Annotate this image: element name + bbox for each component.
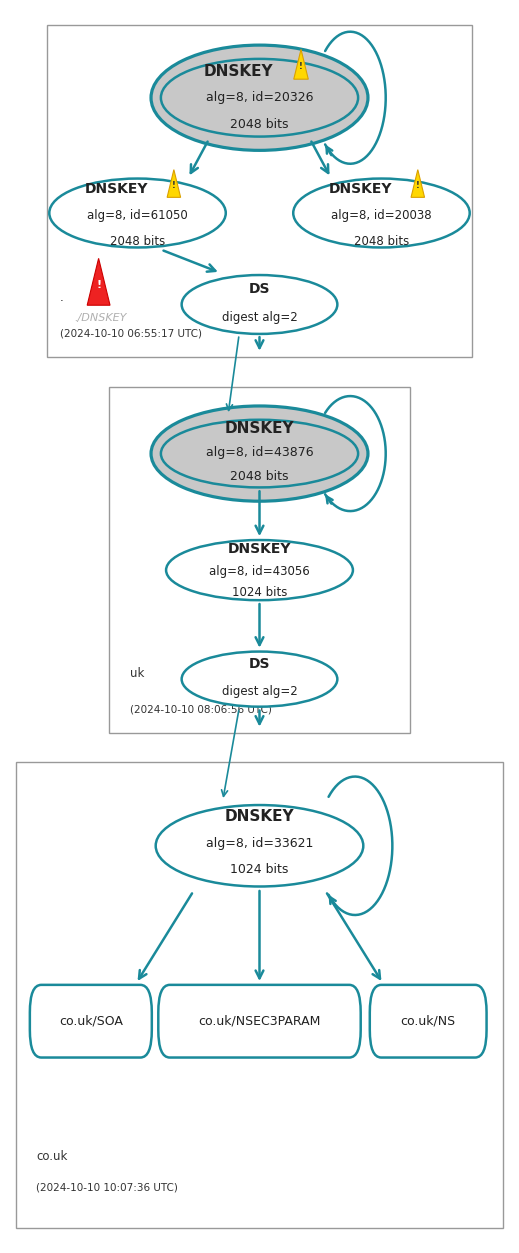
Text: !: ! — [96, 279, 101, 289]
Ellipse shape — [182, 276, 337, 335]
Text: DS: DS — [249, 282, 270, 297]
Ellipse shape — [161, 59, 358, 137]
Text: (2024-10-10 10:07:36 UTC): (2024-10-10 10:07:36 UTC) — [36, 1183, 178, 1193]
Text: co.uk/SOA: co.uk/SOA — [59, 1015, 123, 1027]
Text: DS: DS — [249, 657, 270, 672]
Ellipse shape — [151, 45, 368, 150]
Text: alg=8, id=43876: alg=8, id=43876 — [206, 446, 313, 459]
FancyBboxPatch shape — [109, 387, 410, 733]
Text: uk: uk — [130, 668, 144, 680]
Polygon shape — [87, 258, 110, 306]
Text: 1024 bits: 1024 bits — [232, 586, 287, 599]
Text: DNSKEY: DNSKEY — [85, 183, 148, 197]
Text: (2024-10-10 06:55:17 UTC): (2024-10-10 06:55:17 UTC) — [60, 328, 202, 338]
Ellipse shape — [151, 406, 368, 501]
Text: 2048 bits: 2048 bits — [354, 236, 409, 248]
Text: ./DNSKEY: ./DNSKEY — [74, 313, 126, 323]
Ellipse shape — [156, 806, 363, 887]
Ellipse shape — [161, 420, 358, 487]
Polygon shape — [294, 49, 308, 79]
FancyBboxPatch shape — [158, 985, 361, 1058]
Ellipse shape — [166, 540, 353, 600]
Text: DNSKEY: DNSKEY — [228, 541, 291, 556]
FancyBboxPatch shape — [370, 985, 486, 1058]
Text: DNSKEY: DNSKEY — [204, 64, 274, 79]
Ellipse shape — [49, 179, 226, 248]
Text: co.uk/NSEC3PARAM: co.uk/NSEC3PARAM — [198, 1015, 321, 1027]
Polygon shape — [167, 169, 181, 197]
Text: 2048 bits: 2048 bits — [230, 470, 289, 482]
FancyBboxPatch shape — [16, 762, 503, 1228]
Text: !: ! — [416, 180, 420, 189]
FancyBboxPatch shape — [30, 985, 152, 1058]
Text: 1024 bits: 1024 bits — [230, 863, 289, 876]
Text: digest alg=2: digest alg=2 — [222, 685, 297, 698]
Polygon shape — [411, 169, 425, 197]
Text: 2048 bits: 2048 bits — [110, 236, 165, 248]
Text: .: . — [60, 292, 63, 304]
Text: DNSKEY: DNSKEY — [225, 809, 294, 824]
Text: DNSKEY: DNSKEY — [329, 183, 392, 197]
Text: DNSKEY: DNSKEY — [225, 421, 294, 436]
FancyBboxPatch shape — [47, 25, 472, 357]
Text: alg=8, id=20326: alg=8, id=20326 — [206, 91, 313, 104]
Text: (2024-10-10 08:06:56 UTC): (2024-10-10 08:06:56 UTC) — [130, 704, 271, 714]
Text: co.uk/NS: co.uk/NS — [401, 1015, 456, 1027]
Text: !: ! — [299, 61, 303, 70]
Text: digest alg=2: digest alg=2 — [222, 311, 297, 323]
Text: co.uk: co.uk — [36, 1150, 67, 1163]
Text: alg=8, id=33621: alg=8, id=33621 — [206, 837, 313, 850]
Text: alg=8, id=43056: alg=8, id=43056 — [209, 565, 310, 578]
Text: !: ! — [172, 180, 176, 189]
Ellipse shape — [293, 179, 470, 248]
Text: 2048 bits: 2048 bits — [230, 118, 289, 130]
Text: alg=8, id=20038: alg=8, id=20038 — [331, 209, 432, 222]
Text: alg=8, id=61050: alg=8, id=61050 — [87, 209, 188, 222]
Ellipse shape — [182, 652, 337, 707]
